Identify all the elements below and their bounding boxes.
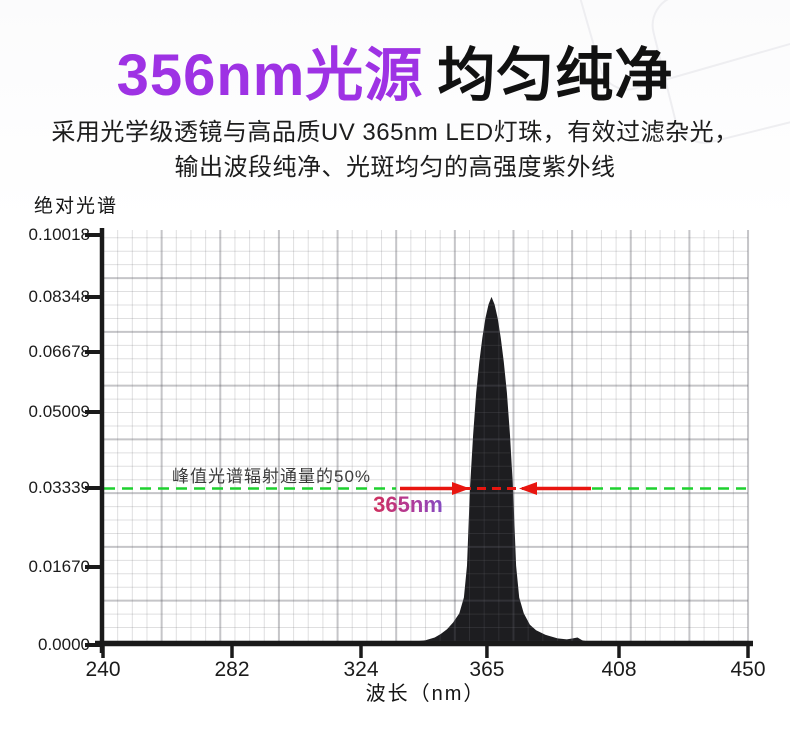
title-highlight: 356nm光源	[116, 43, 424, 108]
y-tick-label-4: 0.03339	[28, 478, 90, 497]
x-tick-label-2: 324	[343, 658, 379, 681]
y-tick-label-1: 0.08348	[28, 287, 90, 306]
x-tick-label-1: 282	[214, 658, 250, 681]
y-tick-label-2: 0.06678	[28, 342, 90, 361]
x-tick-label-5: 450	[730, 658, 766, 681]
x-tick-label-3: 365	[469, 658, 505, 681]
page-title: 356nm光源 均匀纯净	[0, 28, 790, 112]
y-tick-label-0: 0.10018	[28, 225, 90, 244]
y-tick-label-3: 0.05009	[28, 402, 90, 421]
title-rest: 均匀纯净	[437, 43, 674, 108]
y-axis-title: 绝对光谱	[34, 196, 119, 217]
decor-swoosh	[578, 0, 790, 144]
x-tick-label-0: 240	[85, 658, 121, 681]
subtitle-line-1: 采用光学级透镜与高品质UV 365nm LED灯珠，有效过滤杂光，	[51, 119, 739, 146]
subtitle-line-2: 输出波段纯净、光斑均匀的高强度紫外线	[174, 154, 616, 181]
x-axis-title: 波长（nm）	[365, 683, 486, 705]
x-tick-label-4: 408	[601, 658, 637, 681]
half-power-annotation: 峰值光谱辐射通量的50%	[172, 467, 372, 486]
y-tick-label-5: 0.01670	[28, 557, 90, 576]
fwhm-right-arrowhead	[519, 482, 537, 495]
fwhm-left-arrowhead	[452, 482, 470, 495]
peak-wavelength-label: 365nm	[368, 492, 448, 518]
grid	[102, 230, 750, 642]
y-tick-label-6: 0.0000	[38, 635, 90, 654]
